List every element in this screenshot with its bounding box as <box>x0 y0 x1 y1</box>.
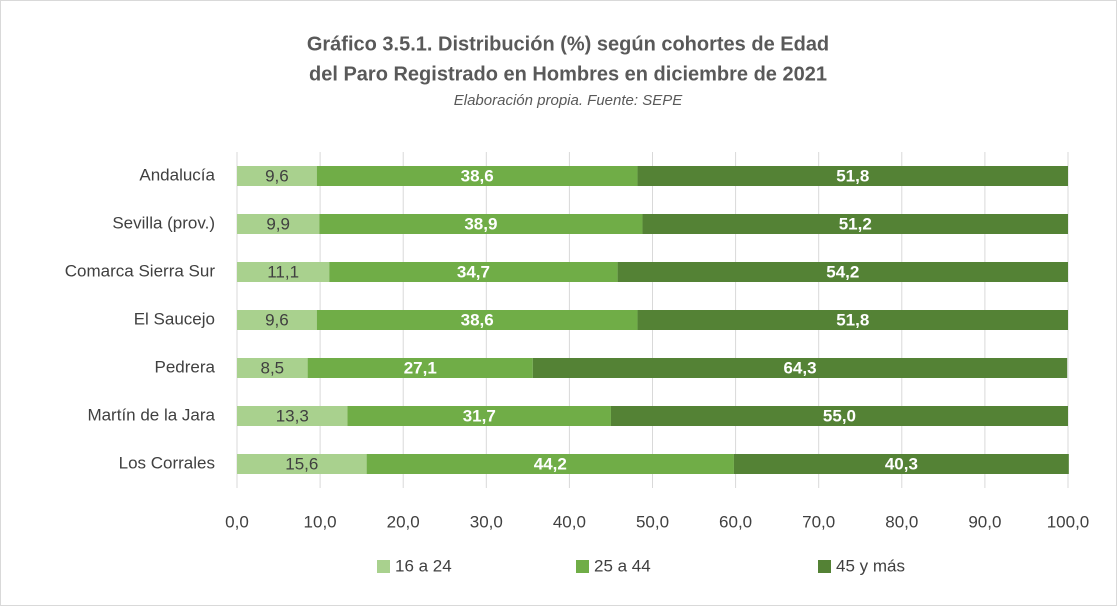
data-label: 51,2 <box>839 214 872 233</box>
data-label: 38,6 <box>461 310 494 329</box>
bar-segment <box>617 262 1068 282</box>
bar-segment <box>237 454 367 474</box>
bar-segment <box>237 406 348 426</box>
data-label: 11,1 <box>267 262 299 281</box>
bar-segment <box>610 406 1068 426</box>
bar-segment <box>307 358 533 378</box>
y-tick-label: Sevilla (prov.) <box>112 213 215 232</box>
data-label: 13,3 <box>276 406 309 425</box>
bar-segment <box>733 454 1069 474</box>
y-tick-label: Comarca Sierra Sur <box>65 261 216 280</box>
data-label: 8,5 <box>260 358 284 377</box>
data-label: 9,6 <box>265 310 289 329</box>
data-label: 55,0 <box>823 406 856 425</box>
data-label: 34,7 <box>457 262 490 281</box>
y-tick-label: Andalucía <box>139 165 215 184</box>
data-label: 9,6 <box>265 166 289 185</box>
bar-segment <box>237 262 330 282</box>
bar-segment <box>366 454 734 474</box>
data-label: 31,7 <box>463 406 496 425</box>
legend-label: 16 a 24 <box>395 556 452 575</box>
bar-segment <box>316 166 638 186</box>
legend-label: 25 a 44 <box>594 556 651 575</box>
chart-title: del Paro Registrado en Hombres en diciem… <box>309 63 827 85</box>
legend-swatch <box>576 560 589 573</box>
data-label: 51,8 <box>836 310 869 329</box>
data-label: 38,6 <box>461 166 494 185</box>
bar-segment <box>637 310 1068 330</box>
bar-segment <box>237 310 317 330</box>
x-tick-label: 30,0 <box>470 512 503 531</box>
bar-segment <box>237 214 320 234</box>
x-tick-label: 60,0 <box>719 512 752 531</box>
data-label: 9,9 <box>266 214 290 233</box>
y-tick-label: Los Corrales <box>119 453 215 472</box>
chart-subtitle: Elaboración propia. Fuente: SEPE <box>454 92 683 109</box>
x-tick-label: 80,0 <box>885 512 918 531</box>
data-label: 15,6 <box>285 454 318 473</box>
data-label: 27,1 <box>404 358 437 377</box>
bar-segment <box>316 310 638 330</box>
x-tick-label: 100,0 <box>1047 512 1090 531</box>
x-tick-label: 70,0 <box>802 512 835 531</box>
x-tick-label: 0,0 <box>225 512 249 531</box>
legend-swatch <box>818 560 831 573</box>
y-tick-label: Pedrera <box>155 357 216 376</box>
x-tick-label: 50,0 <box>636 512 669 531</box>
legend-label: 45 y más <box>836 556 905 575</box>
x-tick-label: 10,0 <box>304 512 337 531</box>
bar-segment <box>637 166 1068 186</box>
bar-segment <box>237 166 317 186</box>
data-label: 64,3 <box>783 358 816 377</box>
y-tick-label: El Saucejo <box>134 309 215 328</box>
data-label: 38,9 <box>464 214 497 233</box>
bar-segment <box>532 358 1068 378</box>
data-label: 44,2 <box>534 454 567 473</box>
data-label: 51,8 <box>836 166 869 185</box>
y-tick-label: Martín de la Jara <box>87 405 215 424</box>
legend-swatch <box>377 560 390 573</box>
bar-segment <box>319 214 643 234</box>
bar-segment <box>237 358 308 378</box>
data-label: 54,2 <box>826 262 859 281</box>
x-tick-label: 90,0 <box>968 512 1001 531</box>
chart-title: Gráfico 3.5.1. Distribución (%) según co… <box>307 33 829 55</box>
bar-segment <box>642 214 1068 234</box>
bar-segment <box>329 262 618 282</box>
x-tick-label: 20,0 <box>387 512 420 531</box>
data-label: 40,3 <box>885 454 918 473</box>
x-tick-label: 40,0 <box>553 512 586 531</box>
bar-segment <box>347 406 611 426</box>
